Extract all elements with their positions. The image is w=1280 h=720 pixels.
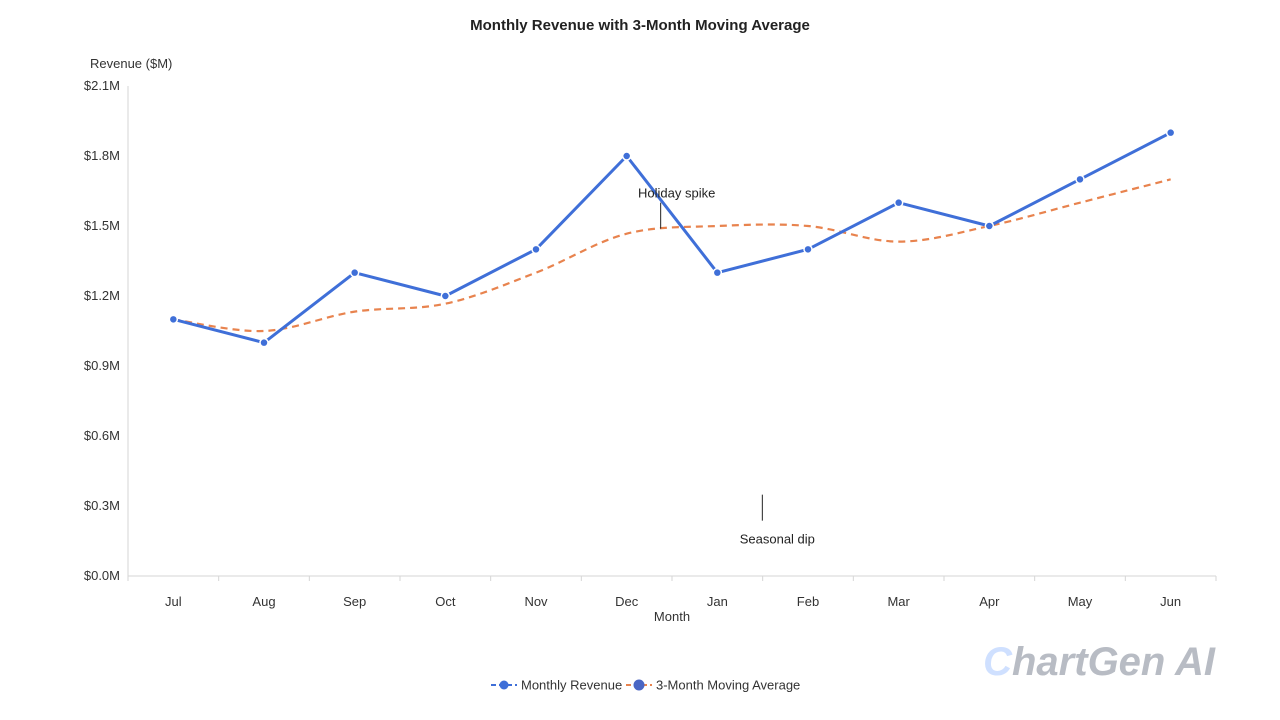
x-axis-label: Month bbox=[654, 609, 690, 624]
legend[interactable]: Monthly Revenue 3-Month Moving Average bbox=[491, 678, 800, 693]
y-tick-label: $0.3M bbox=[84, 498, 120, 513]
revenue-point bbox=[259, 337, 269, 348]
x-tick-label: Apr bbox=[979, 594, 1000, 609]
revenue-point bbox=[984, 221, 995, 231]
revenue-point bbox=[440, 291, 451, 301]
revenue-point bbox=[1075, 174, 1085, 185]
x-ticks: Jul Aug Sep Oct Nov Dec Jan Feb Mar Apr May Jun bbox=[127, 576, 1217, 609]
y-tick-label: $1.5M bbox=[84, 218, 120, 233]
x-tick-label: Aug bbox=[252, 594, 275, 609]
revenue-point bbox=[803, 244, 813, 255]
legend-marker-moving-average bbox=[633, 679, 645, 691]
revenue-point bbox=[712, 267, 723, 278]
y-axis-label: Revenue ($M) bbox=[90, 56, 172, 71]
annotation-holiday-spike: Holiday spike bbox=[638, 186, 715, 201]
chart-title: Monthly Revenue with 3-Month Moving Aver… bbox=[470, 17, 810, 34]
watermark-logo-rest: hartGen AI bbox=[1012, 640, 1216, 684]
y-ticks: $0.0M $0.3M $0.6M $0.9M $1.2M $1.5M $1.8M $2.1M bbox=[84, 78, 120, 583]
revenue-point bbox=[531, 244, 541, 255]
x-tick-label: Nov bbox=[524, 594, 548, 609]
x-tick-label: Jun bbox=[1160, 594, 1181, 609]
legend-label-moving-average: 3-Month Moving Average bbox=[656, 678, 800, 693]
y-tick-label: $1.2M bbox=[84, 288, 120, 303]
x-tick-label: Oct bbox=[435, 594, 456, 609]
revenue-point bbox=[168, 314, 179, 325]
y-tick-label: $1.8M bbox=[84, 148, 120, 163]
revenue-point bbox=[1165, 127, 1176, 138]
x-tick-label: Mar bbox=[887, 594, 910, 609]
y-tick-label: $0.9M bbox=[84, 358, 120, 373]
watermark-logo: ChartGen AI bbox=[983, 640, 1216, 684]
axes bbox=[127, 86, 1216, 577]
legend-label-monthly-revenue: Monthly Revenue bbox=[521, 678, 622, 693]
y-tick-label: $0.6M bbox=[84, 428, 120, 443]
moving-average-line bbox=[173, 178, 1171, 333]
x-tick-label: Jan bbox=[707, 594, 728, 609]
x-tick-label: Jul bbox=[165, 594, 182, 609]
y-tick-label: $2.1M bbox=[84, 78, 120, 93]
revenue-point bbox=[349, 267, 360, 278]
revenue-point bbox=[893, 197, 904, 208]
y-tick-label: $0.0M bbox=[84, 568, 120, 583]
x-tick-label: Dec bbox=[615, 594, 639, 609]
annotations: Holiday spike Seasonal dip bbox=[638, 186, 815, 547]
x-tick-label: May bbox=[1068, 594, 1093, 609]
revenue-point bbox=[621, 151, 632, 161]
monthly-revenue-line bbox=[172, 131, 1172, 345]
legend-marker-monthly-revenue bbox=[499, 680, 509, 690]
x-tick-label: Feb bbox=[797, 594, 819, 609]
series-group bbox=[168, 127, 1176, 348]
watermark-logo-initial: C bbox=[983, 640, 1013, 684]
x-tick-label: Sep bbox=[343, 594, 366, 609]
annotation-seasonal-dip: Seasonal dip bbox=[740, 532, 815, 547]
